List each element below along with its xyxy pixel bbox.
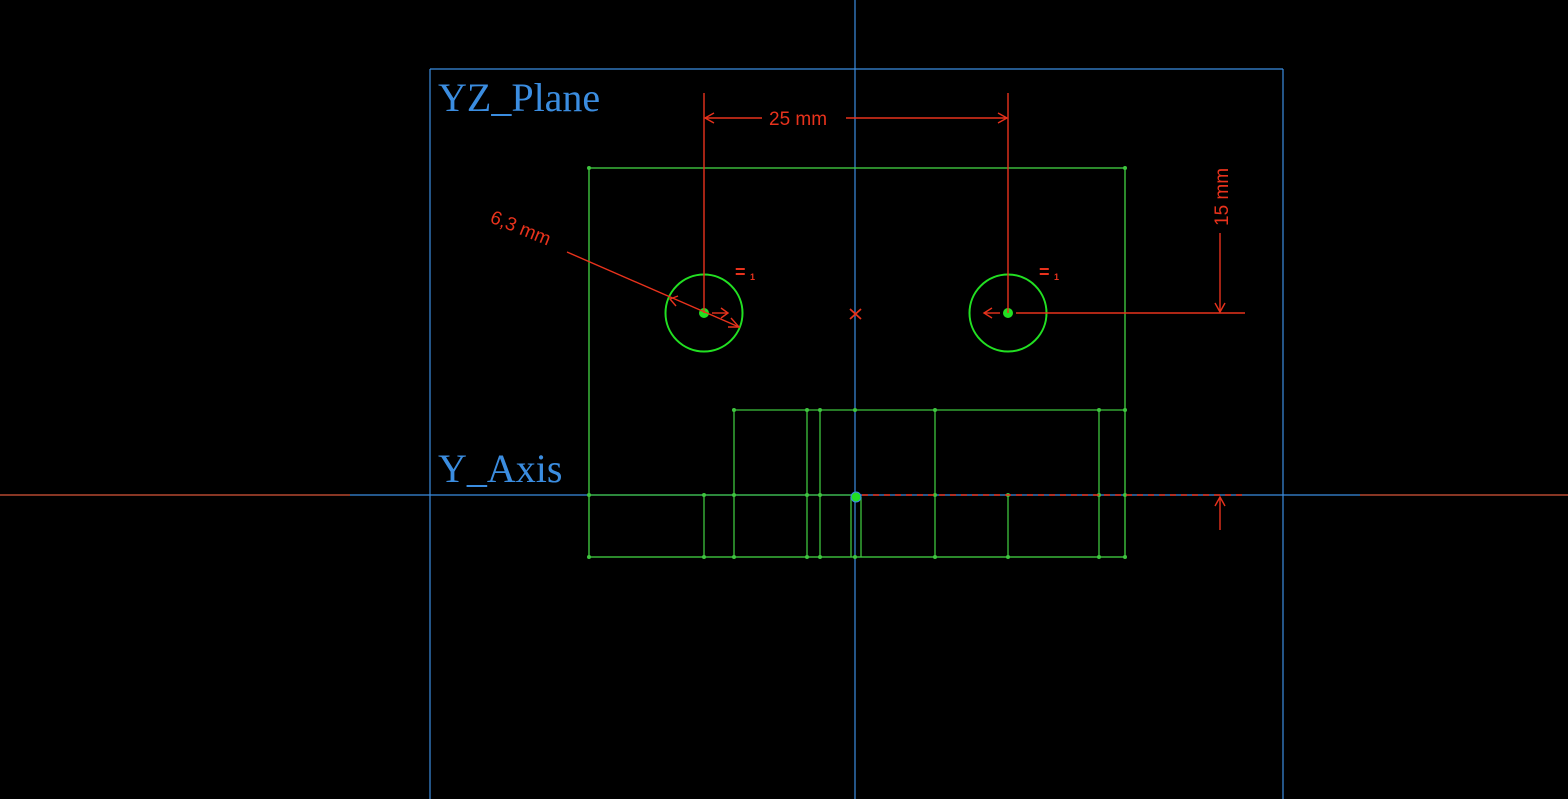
dimension-spacing[interactable] xyxy=(703,93,1009,313)
yz-plane-frame[interactable] xyxy=(429,68,1284,799)
equal-symbol-right: = xyxy=(1039,262,1050,282)
dimension-radius[interactable] xyxy=(566,251,741,328)
dimension-spacing-label[interactable]: 25 mm xyxy=(769,109,827,130)
equal-constraint-left[interactable]: = 1 xyxy=(735,262,755,282)
equal-index-right: 1 xyxy=(1054,272,1059,282)
center-cross-marker xyxy=(849,308,862,320)
equal-index-left: 1 xyxy=(750,272,755,282)
right-hole-arrow xyxy=(982,307,1000,319)
equal-symbol-left: = xyxy=(735,262,746,282)
dimension-height-label[interactable]: 15 mm xyxy=(1212,168,1233,226)
sketch-lower-block[interactable] xyxy=(589,409,1125,557)
origin-point[interactable] xyxy=(850,491,862,503)
dimension-radius-label[interactable]: 6,3 mm xyxy=(487,207,554,250)
sketch-vertices xyxy=(587,166,1127,559)
dimension-height[interactable] xyxy=(1016,233,1245,530)
yz-plane-label: YZ_Plane xyxy=(438,75,600,120)
equal-constraint-right[interactable]: = 1 xyxy=(1039,262,1059,282)
y-axis-label: Y_Axis xyxy=(438,446,562,491)
